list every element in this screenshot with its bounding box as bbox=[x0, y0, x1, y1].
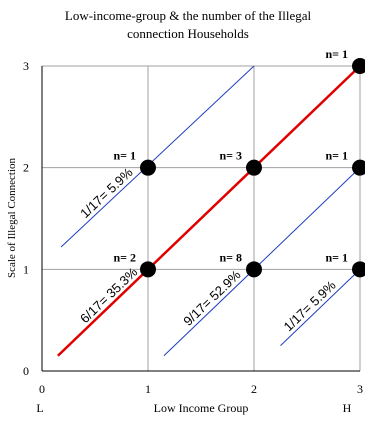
x-axis-label: Low Income Group bbox=[154, 401, 249, 415]
x-end-label-low: L bbox=[36, 401, 43, 415]
point-labels: n= 2 n= 1 n= 8 n= 3 n= 1 n= 1 n= 1 bbox=[113, 47, 348, 264]
x-tick-label-3: 3 bbox=[357, 382, 363, 396]
data-point-3 bbox=[246, 159, 262, 176]
point-label-5: n= 1 bbox=[325, 149, 348, 163]
diagonal-line-2 bbox=[163, 167, 361, 357]
diagonal-label-2: 9/17= 52.9% bbox=[180, 267, 244, 329]
data-point-2 bbox=[246, 261, 262, 278]
y-tick-label-3: 3 bbox=[23, 59, 29, 73]
diagonal-label-0: 1/17= 5.9% bbox=[77, 164, 136, 220]
point-label-6: n= 1 bbox=[325, 47, 348, 61]
point-label-0: n= 2 bbox=[113, 250, 136, 264]
point-label-2: n= 8 bbox=[219, 250, 242, 264]
y-tick-label-1: 1 bbox=[23, 262, 29, 276]
x-tick-label-2: 2 bbox=[251, 382, 257, 396]
data-point-1 bbox=[140, 159, 156, 176]
x-tick-label-0: 0 bbox=[39, 382, 45, 396]
data-points bbox=[140, 58, 365, 278]
point-label-4: n= 1 bbox=[325, 250, 348, 264]
diagonal-label-3: 1/17= 5.9% bbox=[281, 277, 339, 334]
y-tick-label-2: 2 bbox=[23, 161, 29, 175]
point-label-3: n= 3 bbox=[219, 149, 242, 163]
axis-ticks: 0 1 2 3 0 1 2 3 bbox=[23, 59, 363, 396]
diagonal-label-1: 6/17= 35.3% bbox=[77, 264, 141, 326]
data-point-6 bbox=[352, 58, 365, 74]
chart-title-line-2: connection Households bbox=[127, 26, 249, 41]
grid bbox=[41, 65, 361, 372]
diagonal-line-0 bbox=[60, 65, 255, 248]
data-point-5 bbox=[352, 159, 365, 176]
y-axis-label: Scale of Illegal Connection bbox=[6, 157, 18, 278]
point-label-1: n= 1 bbox=[113, 149, 136, 163]
diagonal-line-3 bbox=[280, 268, 361, 346]
chart-title-line-1: Low-income-group & the number of the Ill… bbox=[65, 8, 312, 23]
diagonal-lines: 1/17= 5.9% 6/17= 35.3% 9/17= 52.9% 1/17= 5.… bbox=[57, 65, 361, 357]
diagonal-line-1 bbox=[57, 65, 361, 357]
x-tick-label-1: 1 bbox=[145, 382, 151, 396]
data-point-0 bbox=[140, 261, 156, 278]
y-tick-label-0: 0 bbox=[23, 364, 29, 378]
x-end-label-high: H bbox=[343, 401, 352, 415]
data-point-4 bbox=[352, 261, 365, 278]
